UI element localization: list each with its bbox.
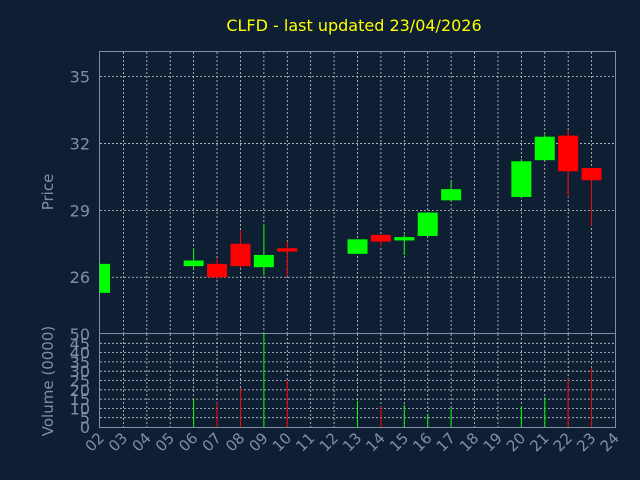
price-y-axis: 26 29 32 35 [70,68,90,288]
x-tick-label: 09 [245,429,271,455]
candle-body [581,167,602,181]
price-tick-label: 26 [70,268,90,287]
volume-plot-frame [99,333,616,428]
x-tick-label: 05 [152,429,178,455]
candle-body [100,263,110,293]
candle [417,212,438,236]
x-axis: 0203040506070809101112131415161718192021… [82,429,623,455]
volume-tick-label: 30 [70,362,90,381]
volume-tick-label: 50 [70,325,90,344]
x-tick-label: 07 [199,429,225,455]
x-tick-label: 24 [597,429,623,455]
x-tick-label: 20 [503,429,529,455]
candle-body [347,239,368,254]
x-tick-label: 19 [480,429,506,455]
candle-body [207,263,228,278]
volume-tick-label: 5 [80,409,90,428]
price-grid [100,52,615,333]
volume-tick-label: 35 [70,353,90,372]
price-tick-label: 29 [70,201,90,220]
candle [183,248,204,269]
candle-body [511,161,532,197]
price-axis-label: Price [39,174,57,211]
candle-body [370,234,391,242]
candle-body [441,189,462,201]
x-tick-label: 10 [269,429,295,455]
candle [394,234,415,255]
candle-body [230,243,251,267]
x-tick-label: 17 [433,429,459,455]
x-tick-label: 14 [363,429,389,455]
candle-body [253,254,274,268]
x-tick-label: 22 [550,429,576,455]
volume-tick-label: 25 [70,372,90,391]
chart-title: CLFD - last updated 23/04/2026 [226,16,481,35]
volume-tick-label: 20 [70,381,90,400]
x-tick-label: 13 [339,429,365,455]
candle-body [394,237,415,241]
x-tick-label: 21 [526,429,552,455]
volume-tick-label: 10 [70,399,90,418]
volume-tick-label: 40 [70,344,90,363]
candle [441,181,462,201]
x-tick-label: 16 [409,429,435,455]
candle-body [534,136,555,161]
x-tick-label: 03 [105,429,131,455]
candle [253,223,274,276]
candle [511,159,532,197]
x-tick-label: 12 [316,429,342,455]
candle [230,230,251,269]
candle-body [558,135,579,172]
x-tick-label: 06 [175,429,201,455]
volume-series [193,334,593,427]
x-axis-label: Day [334,459,362,475]
candle [347,239,368,254]
volume-axis-label: Volume (0000) [39,326,57,436]
candle [558,130,579,197]
volume-tick-label: 15 [70,390,90,409]
candle [99,263,110,293]
x-tick-label: 18 [456,429,482,455]
volume-tick-label: 0 [80,418,90,437]
candle [370,234,391,247]
x-tick-label: 23 [573,429,599,455]
candle-body [277,248,298,252]
x-tick-label: 15 [386,429,412,455]
candle [277,241,298,277]
x-tick-label: 08 [222,429,248,455]
price-tick-label: 35 [70,68,90,87]
x-tick-label: 11 [292,429,318,455]
x-tick-label: 04 [128,429,154,455]
price-tick-label: 32 [70,134,90,153]
candle-body [183,260,204,267]
candle [207,258,228,280]
candlestick-series [99,130,602,293]
candle [581,167,602,226]
volume-tick-label: 45 [70,334,90,353]
candle-body [417,212,438,236]
candle [534,134,555,161]
